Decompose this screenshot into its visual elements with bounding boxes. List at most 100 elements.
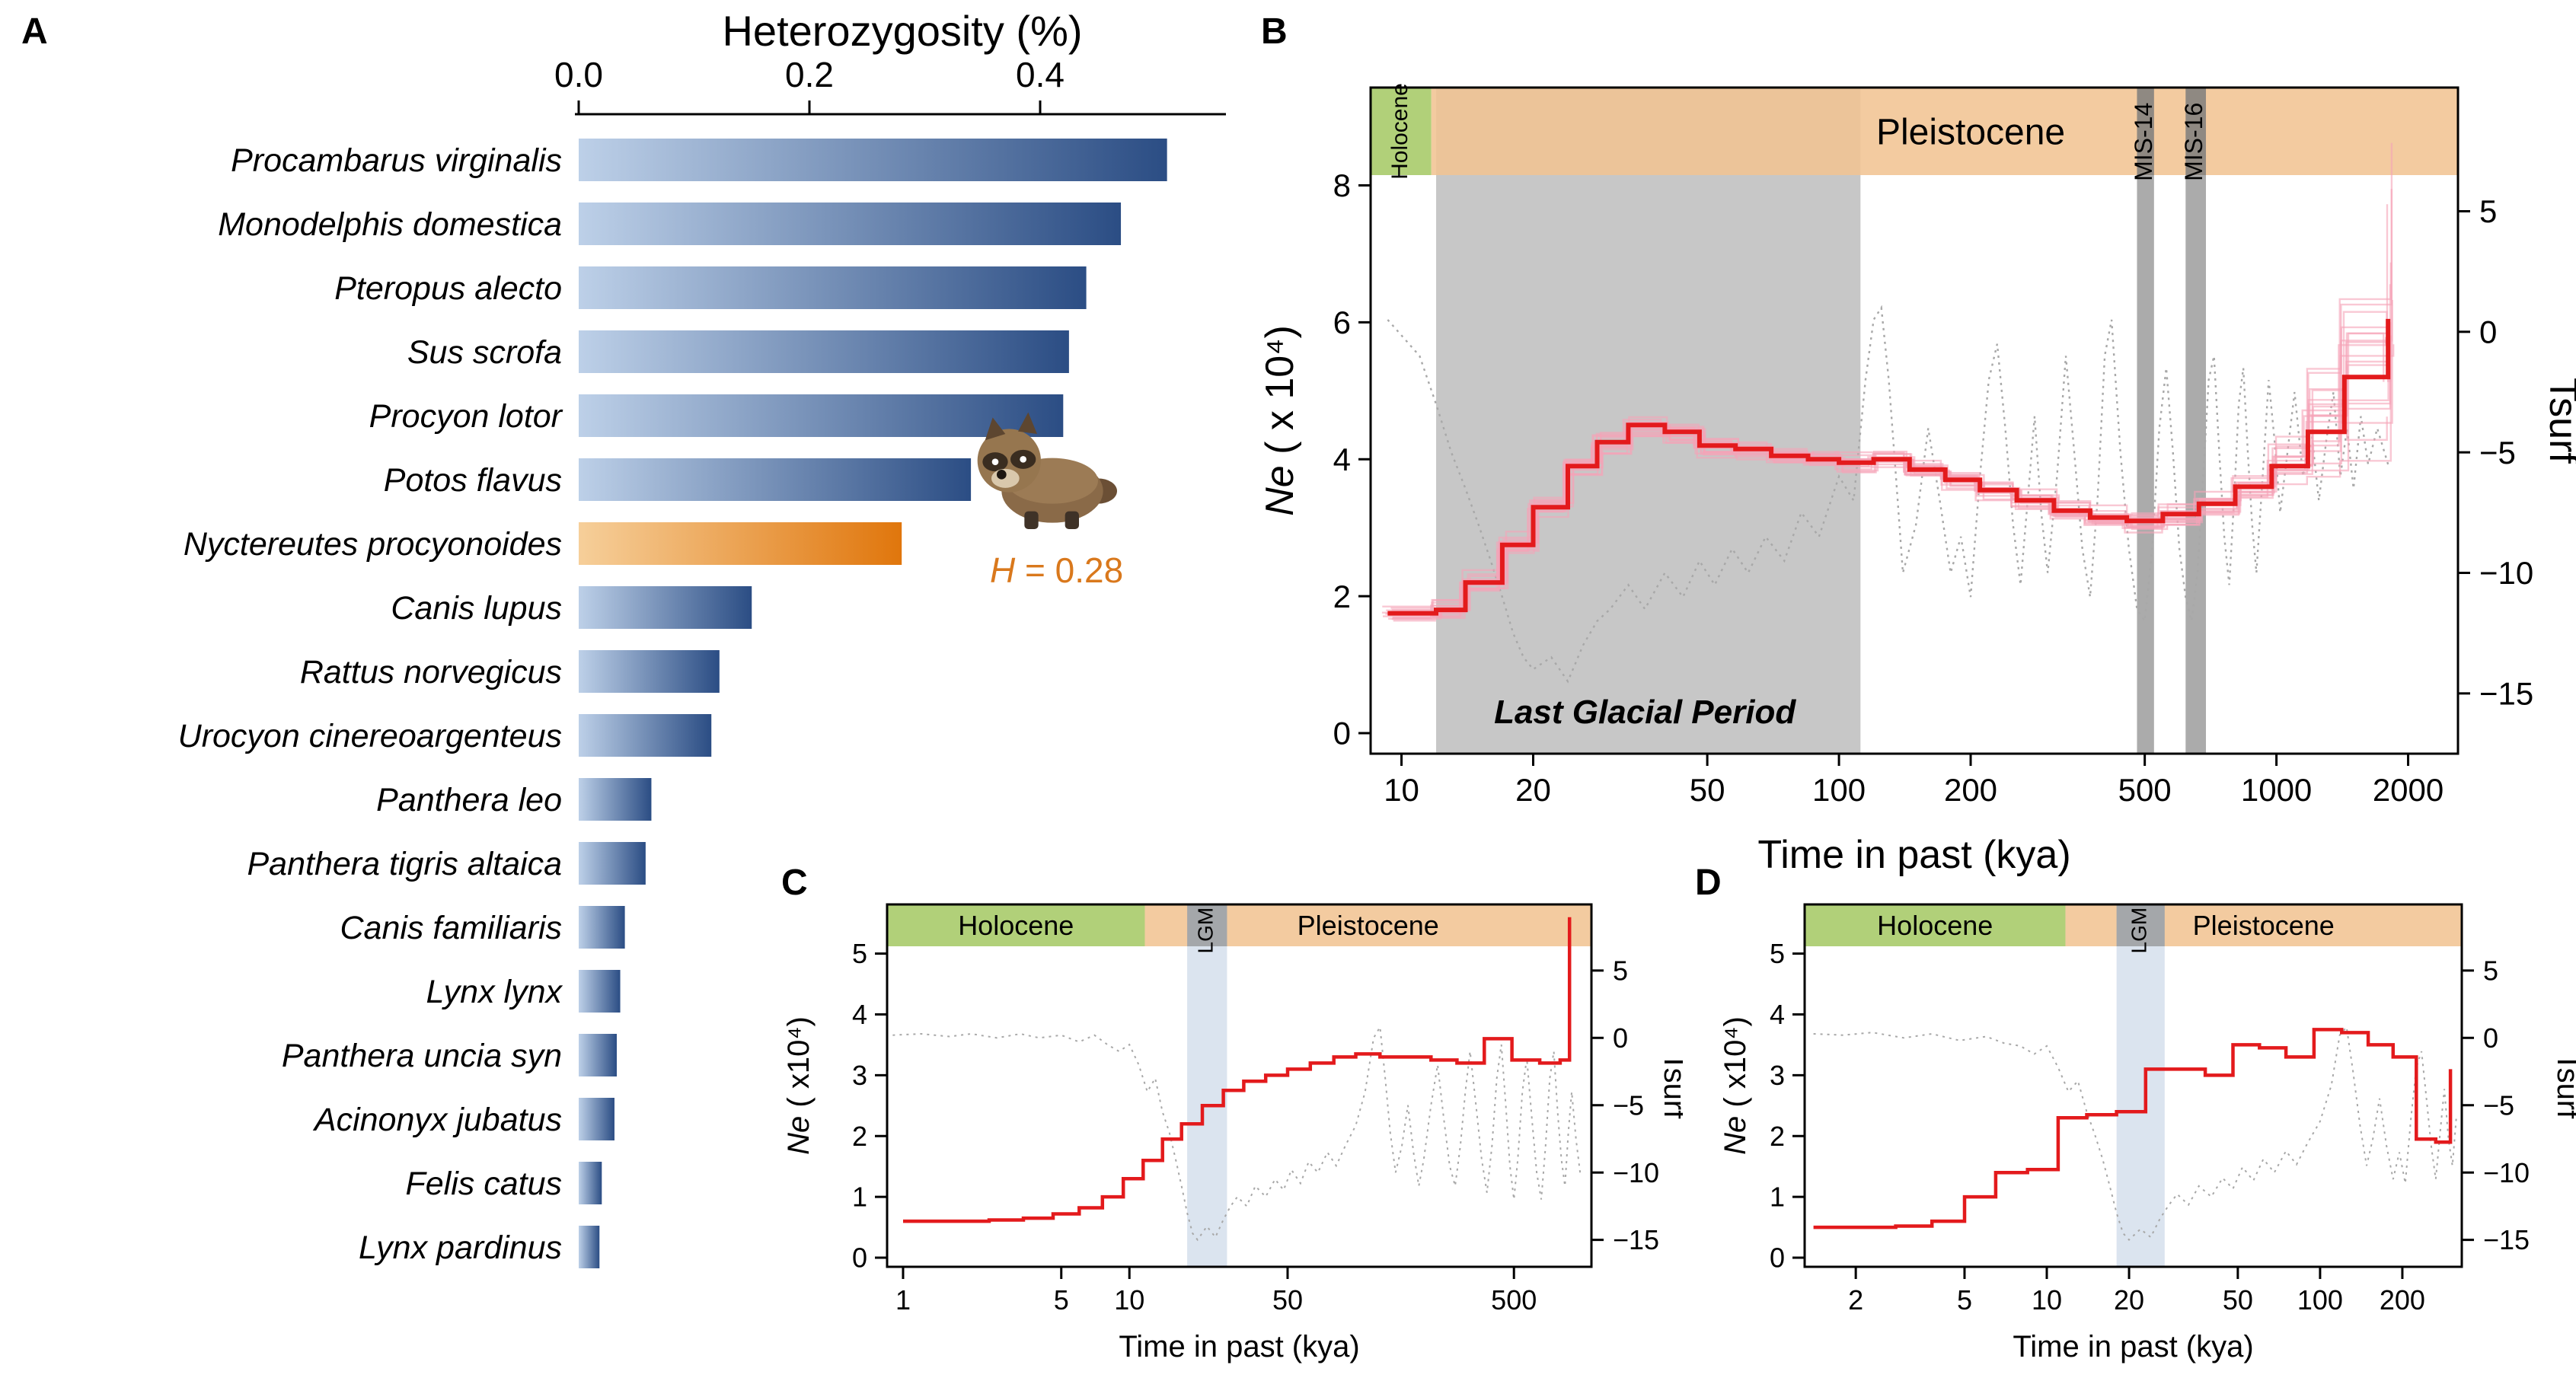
series-ne-median bbox=[1387, 318, 2391, 616]
epoch-label: Pleistocene bbox=[2193, 910, 2335, 941]
x-tick-label: 50 bbox=[1272, 1284, 1303, 1316]
epoch-label: Holocene bbox=[1877, 910, 1993, 941]
right-axis-label: Tsurf bbox=[2551, 1053, 2576, 1120]
heterozygosity-value-annotation: H = 0.28 bbox=[990, 550, 1123, 591]
species-label: Nyctereutes procyonoides bbox=[184, 526, 562, 563]
x-tick-label: 1 bbox=[895, 1284, 911, 1316]
right-tick-label: −5 bbox=[1613, 1089, 1644, 1121]
y-tick-label: 5 bbox=[1770, 938, 1785, 969]
series-group bbox=[892, 917, 1582, 1242]
psmc-demography-plot-main: Holocene Pleistocene Last Glacial Period MI… bbox=[1258, 83, 2576, 877]
series-tsurf bbox=[892, 1024, 1582, 1242]
series-ne bbox=[1813, 1028, 2453, 1230]
species-label: Lynx lynx bbox=[426, 974, 563, 1010]
x-tick-label: 10 bbox=[1114, 1284, 1144, 1316]
right-tick-label: −10 bbox=[2479, 555, 2533, 591]
shade-label: LGM bbox=[2128, 907, 2151, 954]
plot-frame bbox=[1803, 903, 2463, 1268]
y-axis-label: Ne ( x10⁴) bbox=[1719, 1016, 1752, 1155]
epoch-label: Pleistocene bbox=[1298, 910, 1439, 941]
right-tick-label: 5 bbox=[2483, 955, 2498, 986]
x-tick-label: 20 bbox=[2114, 1284, 2144, 1316]
shade-label: MIS-16 bbox=[2180, 103, 2207, 181]
x-tick-label: 0.4 bbox=[1016, 55, 1065, 94]
x-tick-label: 20 bbox=[1515, 772, 1551, 808]
shade-last-glacial-period bbox=[1436, 88, 1861, 754]
y-tick-label: 1 bbox=[1770, 1182, 1785, 1213]
shade-lgm bbox=[1187, 904, 1227, 1267]
x-tick-label: 200 bbox=[2380, 1284, 2425, 1316]
right-tick-label: −15 bbox=[2483, 1224, 2530, 1255]
x-tick-label: 10 bbox=[1384, 772, 1419, 808]
right-tick-label: −15 bbox=[2479, 676, 2533, 712]
species-label: Monodelphis domestica bbox=[218, 206, 562, 243]
bar-panthera-leo bbox=[579, 778, 652, 821]
bar-sus-scrofa bbox=[579, 330, 1069, 373]
epoch-label: Pleistocene bbox=[1876, 112, 2065, 152]
x-tick-label: 0.0 bbox=[554, 55, 603, 94]
x-tick-label: 5 bbox=[1957, 1284, 1972, 1316]
epoch-band-holocene bbox=[1805, 904, 2066, 946]
species-label: Panthera leo bbox=[376, 782, 562, 818]
species-label: Lynx pardinus bbox=[359, 1230, 562, 1266]
right-tick-label: −10 bbox=[2483, 1157, 2530, 1188]
right-tick-label: 5 bbox=[1613, 955, 1628, 986]
raccoon-dog-illustration bbox=[961, 403, 1121, 537]
shade-label: LGM bbox=[1194, 907, 1218, 954]
x-axis-label: Time in past (kya) bbox=[1757, 833, 2070, 877]
y-tick-label: 3 bbox=[852, 1060, 867, 1091]
heterozygosity-bar-chart: Heterozygosity (%) 0.0 0.2 0.4 Procambarus v… bbox=[178, 7, 1226, 1268]
x-tick-label: 10 bbox=[2032, 1284, 2062, 1316]
right-tick-label: 0 bbox=[2483, 1022, 2498, 1054]
shade-mis-16 bbox=[2185, 88, 2207, 754]
bar-felis-catus bbox=[579, 1162, 602, 1204]
y-tick-label: 4 bbox=[1333, 442, 1351, 477]
series-ne bbox=[903, 917, 1572, 1223]
bar-acinonyx-jubatus bbox=[579, 1098, 614, 1140]
panel-label-b: B bbox=[1261, 11, 1288, 52]
series-group bbox=[1381, 142, 2395, 684]
shade-mis-14 bbox=[2137, 88, 2154, 754]
y-tick-label: 0 bbox=[1333, 716, 1351, 751]
bar-rattus-norvegicus bbox=[579, 650, 720, 693]
plot-frame bbox=[886, 903, 1593, 1268]
y-tick-label: 0 bbox=[852, 1242, 867, 1274]
species-label: Canis familiaris bbox=[340, 910, 562, 946]
bar-procambarus-virginalis bbox=[579, 139, 1167, 181]
epoch-band-holocene bbox=[887, 904, 1145, 946]
bar-pteropus-alecto bbox=[579, 266, 1087, 309]
x-tick-label: 200 bbox=[1944, 772, 1997, 808]
right-tick-label: 5 bbox=[2479, 193, 2497, 229]
bar-canis-familiaris bbox=[579, 906, 625, 949]
bar-potos-flavus bbox=[579, 458, 972, 501]
species-label: Procyon lotor bbox=[369, 398, 563, 435]
species-label: Panthera uncia syn bbox=[282, 1038, 562, 1074]
bar-panthera-uncia-syn bbox=[579, 1034, 617, 1076]
x-tick-label: 500 bbox=[1491, 1284, 1537, 1316]
y-tick-label: 4 bbox=[852, 999, 867, 1030]
species-label: Acinonyx jubatus bbox=[312, 1102, 562, 1138]
right-tick-label: −15 bbox=[1613, 1224, 1659, 1255]
panel-label-d: D bbox=[1695, 863, 1722, 903]
y-tick-label: 4 bbox=[1770, 999, 1785, 1030]
bar-lynx-lynx bbox=[579, 970, 621, 1013]
y-axis-label: Ne ( x10⁴) bbox=[782, 1016, 816, 1155]
right-tick-label: −5 bbox=[2479, 435, 2516, 470]
y-tick-label: 5 bbox=[852, 938, 867, 969]
bar-monodelphis-domestica bbox=[579, 203, 1122, 245]
species-label: Sus scrofa bbox=[407, 334, 562, 371]
x-tick-label: 1000 bbox=[2241, 772, 2312, 808]
x-tick-label: 5 bbox=[1054, 1284, 1069, 1316]
x-tick-label: 50 bbox=[2223, 1284, 2253, 1316]
species-label: Pteropus alecto bbox=[334, 270, 562, 307]
right-tick-label: 0 bbox=[1613, 1022, 1628, 1054]
plot-frame bbox=[1369, 86, 2459, 755]
chart-title: Heterozygosity (%) bbox=[722, 7, 1082, 55]
bar-panthera-tigris-altaica bbox=[579, 842, 646, 885]
